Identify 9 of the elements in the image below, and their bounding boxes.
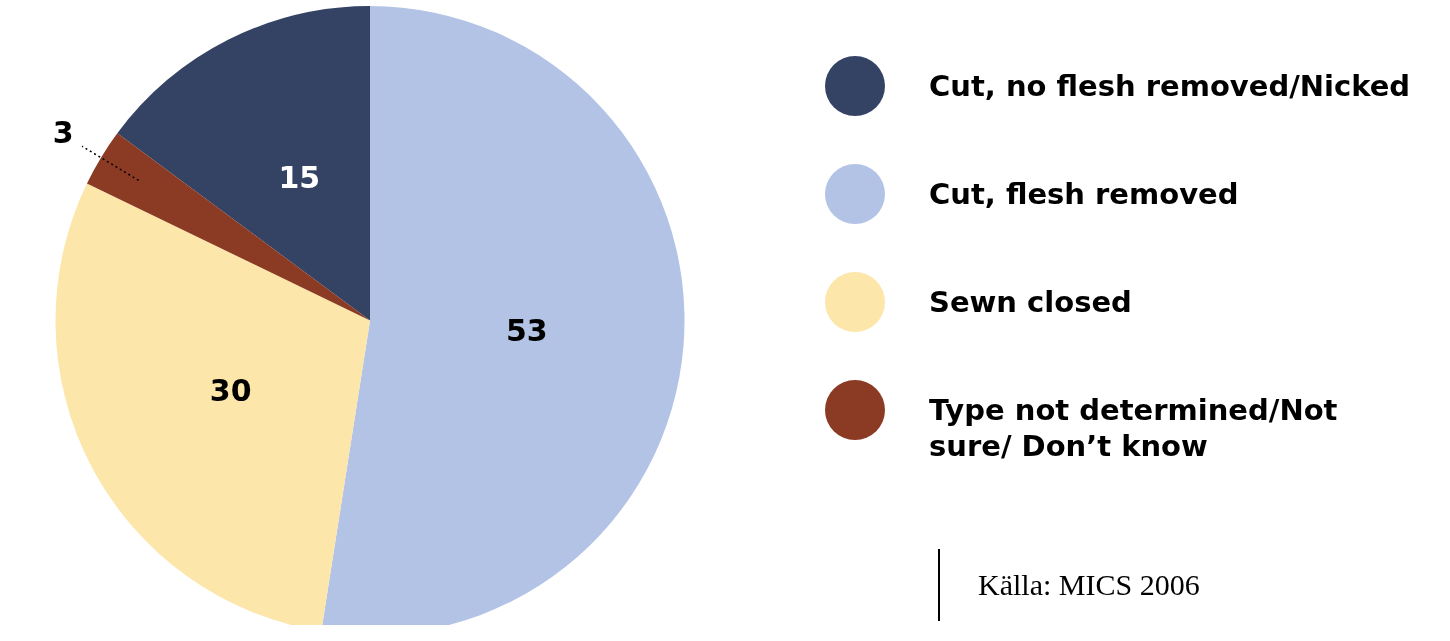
legend-label: Sewn closed bbox=[929, 284, 1132, 320]
data-label: 15 bbox=[278, 159, 321, 195]
data-label: 3 bbox=[52, 114, 74, 150]
legend-label: Cut, flesh removed bbox=[929, 176, 1239, 212]
legend-label: Cut, no flesh removed/Nicked bbox=[929, 68, 1411, 104]
text: Källa: MICS 2006 bbox=[978, 568, 1200, 602]
data-label: 53 bbox=[505, 312, 548, 348]
data-label: 30 bbox=[209, 373, 252, 409]
legend-label: Type not determined/Not sure/ Don’t know bbox=[929, 392, 1339, 464]
